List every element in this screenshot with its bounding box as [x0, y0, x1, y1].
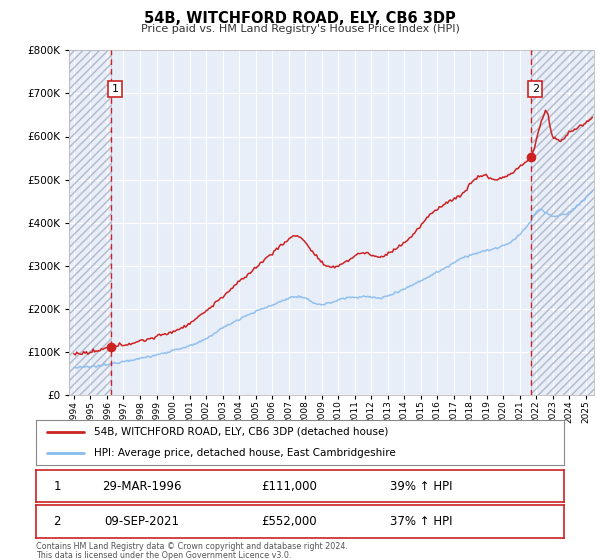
Text: This data is licensed under the Open Government Licence v3.0.: This data is licensed under the Open Gov… [36, 551, 292, 560]
Text: 09-SEP-2021: 09-SEP-2021 [104, 515, 179, 528]
Text: 1: 1 [53, 479, 61, 493]
Text: £552,000: £552,000 [262, 515, 317, 528]
Text: Contains HM Land Registry data © Crown copyright and database right 2024.: Contains HM Land Registry data © Crown c… [36, 542, 348, 551]
Text: Price paid vs. HM Land Registry's House Price Index (HPI): Price paid vs. HM Land Registry's House … [140, 24, 460, 34]
Text: 54B, WITCHFORD ROAD, ELY, CB6 3DP (detached house): 54B, WITCHFORD ROAD, ELY, CB6 3DP (detac… [94, 427, 388, 437]
Text: 2: 2 [532, 84, 539, 94]
Text: 1: 1 [112, 84, 118, 94]
Text: 39% ↑ HPI: 39% ↑ HPI [390, 479, 452, 493]
Text: 54B, WITCHFORD ROAD, ELY, CB6 3DP: 54B, WITCHFORD ROAD, ELY, CB6 3DP [144, 11, 456, 26]
Text: 2: 2 [53, 515, 61, 528]
Text: HPI: Average price, detached house, East Cambridgeshire: HPI: Average price, detached house, East… [94, 448, 396, 458]
Text: £111,000: £111,000 [262, 479, 317, 493]
Text: 37% ↑ HPI: 37% ↑ HPI [390, 515, 452, 528]
Text: 29-MAR-1996: 29-MAR-1996 [102, 479, 181, 493]
